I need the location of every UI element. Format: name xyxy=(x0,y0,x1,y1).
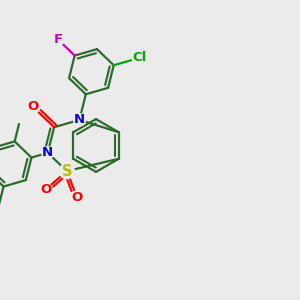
Circle shape xyxy=(42,147,54,159)
Text: O: O xyxy=(27,100,39,113)
Circle shape xyxy=(52,34,64,46)
Text: N: N xyxy=(42,146,53,159)
Circle shape xyxy=(132,50,147,65)
Circle shape xyxy=(71,191,83,203)
Text: S: S xyxy=(61,164,72,178)
Circle shape xyxy=(26,100,40,113)
Text: Cl: Cl xyxy=(133,51,147,64)
Text: F: F xyxy=(53,33,63,46)
Circle shape xyxy=(59,164,74,178)
Text: N: N xyxy=(74,113,85,126)
Circle shape xyxy=(40,184,52,196)
Text: O: O xyxy=(71,191,82,204)
Circle shape xyxy=(74,114,86,126)
Text: O: O xyxy=(40,183,51,196)
